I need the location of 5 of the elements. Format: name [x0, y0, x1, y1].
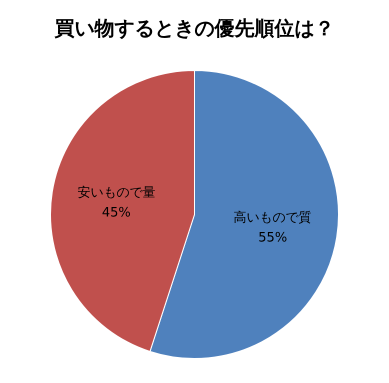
chart-title: 買い物するときの優先順位は？ — [54, 16, 334, 40]
slice-label: 高いもので質 — [234, 209, 312, 226]
slice-label: 安いもので量 — [77, 184, 156, 200]
data-label: 55% — [258, 230, 288, 246]
data-label: 45% — [102, 205, 131, 220]
